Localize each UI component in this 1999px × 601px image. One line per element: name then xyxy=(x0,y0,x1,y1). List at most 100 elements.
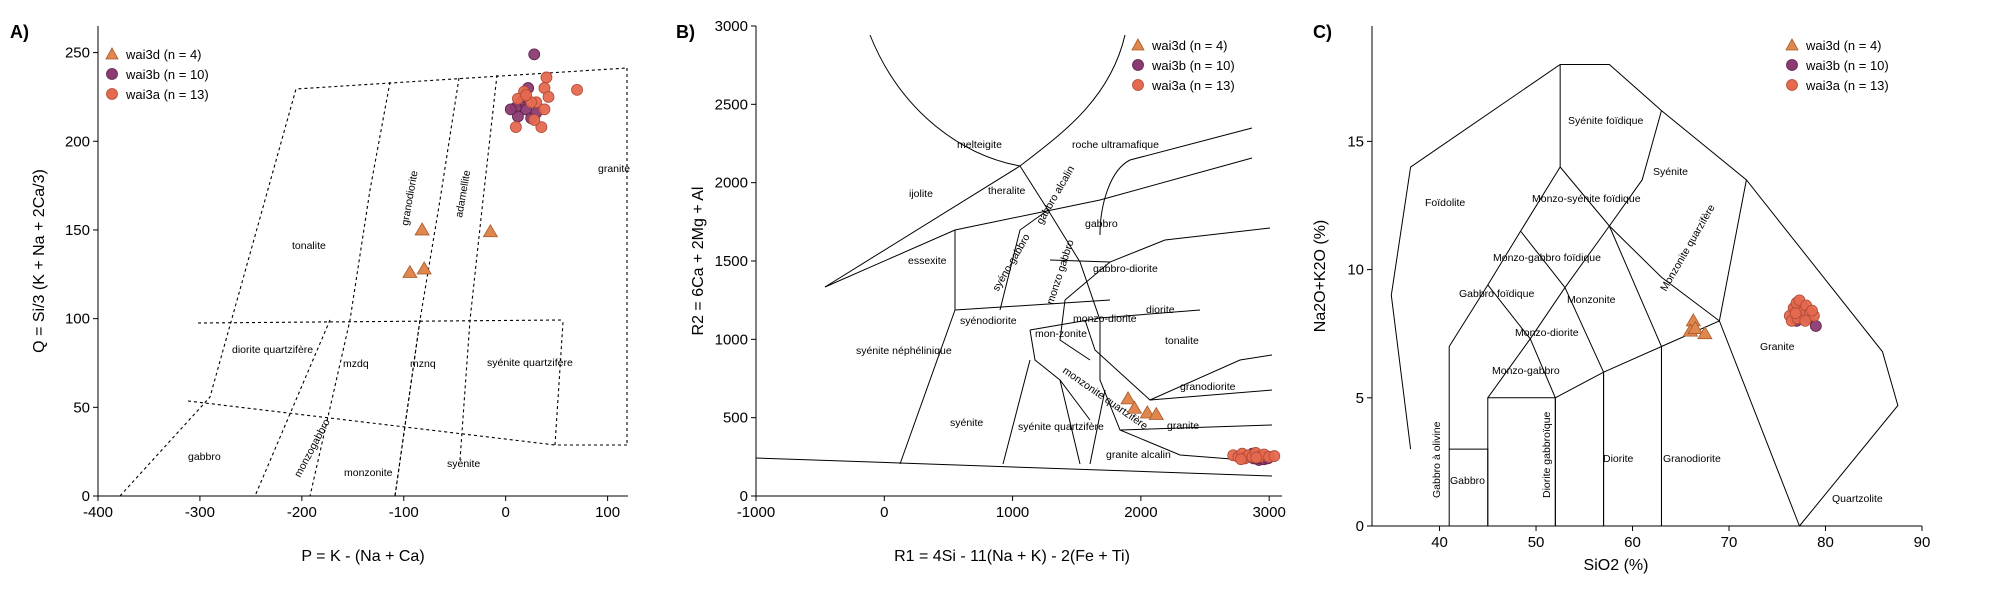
panel-a: A) -400 -300 -200 -100 0 100 0 50 100 150 200 250 g… xyxy=(10,22,630,565)
y-tick-label: 0 xyxy=(82,488,90,505)
b-line-16 xyxy=(899,309,956,465)
legend-label: wai3b (n = 10) xyxy=(1151,58,1235,73)
tas-boundary-15 xyxy=(1718,179,1747,321)
data-point-wai3a xyxy=(535,121,548,133)
b-line-4 xyxy=(824,157,1253,288)
field-b-melteigite: melteigite xyxy=(957,139,1002,151)
field-b-granodiorite: granodiorite xyxy=(1180,381,1236,393)
field-granite: granite xyxy=(598,163,630,175)
field-mzdq: mzdq xyxy=(343,358,369,370)
panel-a-mzdq-line xyxy=(254,319,331,497)
field-diorite-quartzifere: diorite quartzifère xyxy=(232,344,313,356)
field-b-essexite: essexite xyxy=(908,255,947,267)
panel-c: C) 40 50 60 70 80 90 0 5 10 15 Foïdolite Syénite … xyxy=(1312,22,1930,574)
y-tick-label: 15 xyxy=(1347,133,1364,150)
b-line-12 xyxy=(1029,309,1201,331)
data-point-wai3d xyxy=(1697,325,1713,340)
b-line-17 xyxy=(1002,359,1031,465)
field-syenite: syénite xyxy=(447,458,480,470)
y-tick-label: 3000 xyxy=(715,18,748,35)
field-gabbro: gabbro xyxy=(188,451,221,463)
data-point-wai3d xyxy=(1139,405,1155,419)
field-c-diorite: Diorite xyxy=(1603,453,1634,465)
y-tick-label: 5 xyxy=(1356,390,1364,407)
data-point-wai3a xyxy=(1799,314,1812,327)
b-line-9 xyxy=(954,299,1111,311)
x-tick-label: 0 xyxy=(880,504,888,521)
b-line-18 xyxy=(1059,379,1081,465)
legend-marker xyxy=(1131,38,1145,51)
field-granodiorite: granodiorite xyxy=(399,170,420,227)
legend-marker xyxy=(106,68,118,80)
y-tick-label: 250 xyxy=(65,45,90,62)
panel-c-field-boundaries xyxy=(1390,63,1899,527)
legend-marker xyxy=(106,88,118,100)
data-point-wai3a xyxy=(509,121,522,133)
panel-a-q100-line xyxy=(197,319,563,324)
data-point-wai3d xyxy=(1148,406,1164,420)
field-c-monzo-diorite: Monzo-diorite xyxy=(1515,327,1579,339)
legend-label: wai3d (n = 4) xyxy=(1151,38,1228,53)
panel-b-label: B) xyxy=(676,22,695,42)
legend-marker xyxy=(105,47,119,60)
field-b-syenite-quartzifere: syénite quartzifère xyxy=(1018,421,1104,433)
b-line-15 xyxy=(1059,299,1091,361)
y-tick-label: 150 xyxy=(65,222,90,239)
legend-label: wai3a (n = 13) xyxy=(125,87,209,102)
b-line-3 xyxy=(1019,34,1126,167)
panel-a-adamellite-line xyxy=(394,77,460,497)
field-c-syenite-foidique: Syénite foïdique xyxy=(1568,115,1643,127)
field-c-gabbro: Gabbro xyxy=(1450,475,1485,487)
data-point-wai3a xyxy=(540,71,553,84)
y-tick-label: 10 xyxy=(1347,262,1364,279)
panel-a-right-lower xyxy=(554,321,564,446)
b-line-5 xyxy=(1099,127,1253,236)
panel-a-ticks: -400 -300 -200 -100 0 100 0 50 100 150 200 250 xyxy=(65,45,620,521)
y-tick-label: 200 xyxy=(65,133,90,150)
panel-a-mznq-line xyxy=(394,319,421,497)
legend-label: wai3b (n = 10) xyxy=(125,67,209,82)
legend-label: wai3d (n = 4) xyxy=(125,47,202,62)
field-b-tonalite: tonalite xyxy=(1165,335,1199,347)
legend-marker xyxy=(1785,38,1799,51)
b-line-14 xyxy=(1049,259,1111,263)
tas-boundary-9 xyxy=(1520,230,1566,288)
data-point-wai3a xyxy=(1235,453,1247,466)
tas-boundary-3 xyxy=(1603,345,1662,526)
field-b-gabbro-diorite: gabbro-diorite xyxy=(1093,263,1158,275)
y-tick-label: 2000 xyxy=(715,175,748,192)
field-b-syenodiorite: syénodiorite xyxy=(960,315,1017,327)
field-syenite-quartzifere: syénite quartzifère xyxy=(487,357,573,369)
field-b-diorite: diorite xyxy=(1146,304,1175,316)
b-line-10 xyxy=(999,209,1049,311)
field-b-syenite-nephelinique: syénite néphélinique xyxy=(856,345,952,357)
tas-boundary-2 xyxy=(1554,371,1605,526)
panel-c-axes xyxy=(1371,26,1922,527)
field-b-gabbro: gabbro xyxy=(1085,218,1118,230)
data-point-wai3d xyxy=(482,223,499,238)
data-point-wai3d xyxy=(1126,400,1143,414)
y-tick-label: 2500 xyxy=(715,96,748,113)
x-tick-label: -400 xyxy=(83,504,113,521)
field-c-gabbro-foidique: Gabbro foïdique xyxy=(1459,288,1534,300)
panel-c-y-label: Na2O+K2O (%) xyxy=(1312,220,1329,332)
b-line-6 xyxy=(1019,165,1271,463)
field-monzonite: monzonite xyxy=(344,467,393,479)
field-b-monzo-diorite: monzo-diorite xyxy=(1073,313,1137,325)
tas-boundary-14 xyxy=(1608,110,1662,227)
field-c-monzo-syenite-foidique: Monzo-syénite foïdique xyxy=(1532,193,1641,205)
field-c-foidolite: Foïdolite xyxy=(1425,197,1465,209)
tas-boundary-5 xyxy=(1390,63,1899,527)
b-line-22 xyxy=(755,457,1273,477)
y-tick-label: 0 xyxy=(740,488,748,505)
field-b-syeno-gabbro: syéno-gabbro xyxy=(990,232,1033,294)
tas-boundary-6 xyxy=(1448,166,1720,450)
field-b-syenite: syénite xyxy=(950,417,983,429)
x-tick-label: 50 xyxy=(1528,534,1545,551)
panel-a-field-boundaries xyxy=(119,67,628,497)
b-line-7 xyxy=(1064,227,1271,301)
x-tick-label: 100 xyxy=(595,504,620,521)
panel-a-q50-line xyxy=(187,400,556,446)
b-line-13 xyxy=(1084,319,1273,401)
x-tick-label: -300 xyxy=(185,504,215,521)
